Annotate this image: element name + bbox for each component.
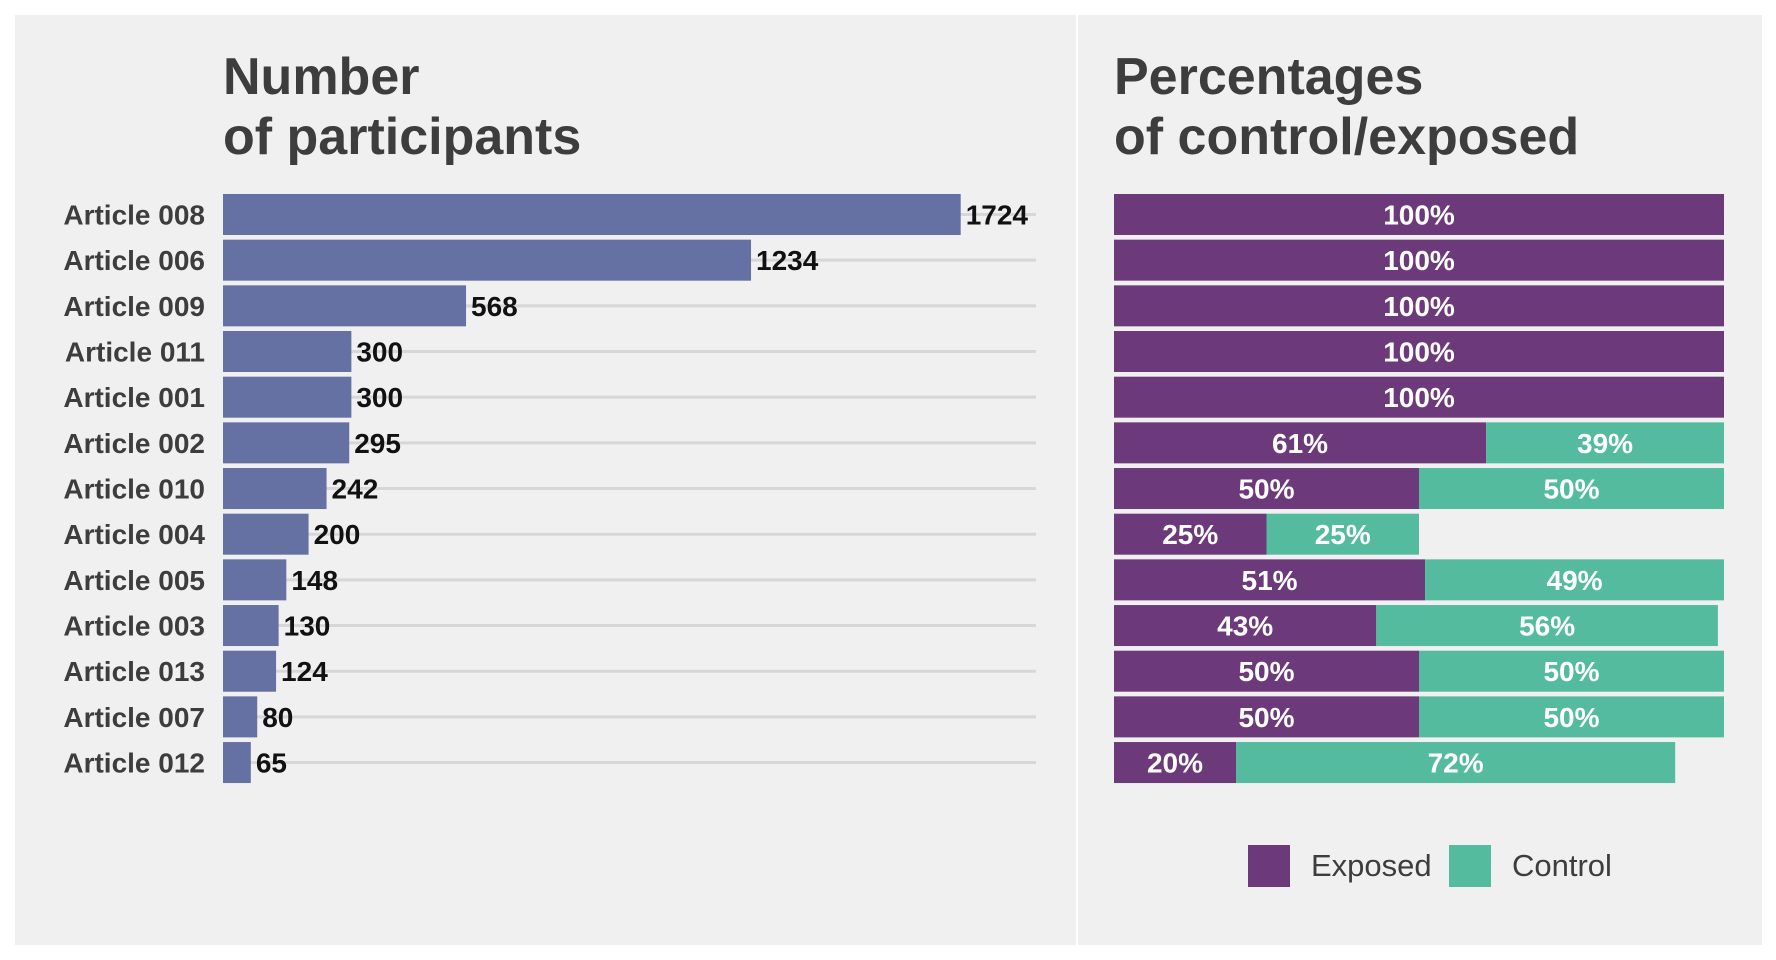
legend-swatch-control: [1449, 845, 1491, 887]
participants-value-article-001: 300: [356, 382, 403, 413]
category-label-article-011: Article 011: [65, 337, 205, 368]
category-label-article-010: Article 010: [63, 474, 205, 505]
participants-value-article-002: 295: [354, 428, 401, 459]
participants-value-labels: 1724 1234 568 300 300 295 242 200 148 130 124 80 65: [256, 200, 1029, 779]
control-bar-article-003: [1376, 605, 1718, 647]
exposed-percent-label-article-003: 43%: [1217, 611, 1273, 642]
control-percent-label-article-013: 50%: [1543, 656, 1599, 687]
exposed-percent-label-article-001: 100%: [1383, 382, 1455, 413]
participants-value-article-007: 80: [262, 702, 293, 733]
participants-value-article-010: 242: [332, 474, 379, 505]
participants-title-line-2: of participants: [223, 108, 581, 166]
percentages-title-line-2: of control/exposed: [1114, 108, 1579, 166]
participants-value-article-012: 65: [256, 748, 287, 779]
participants-bar-article-002: [223, 422, 350, 464]
control-percent-label-article-002: 39%: [1577, 428, 1633, 459]
control-percent-label-article-007: 50%: [1543, 702, 1599, 733]
participants-bar-article-009: [223, 285, 467, 327]
participants-chart-title: Number of participants: [223, 48, 581, 166]
participants-bar-article-004: [223, 513, 309, 555]
exposed-percent-label-article-013: 50%: [1238, 656, 1294, 687]
exposed-bar-article-013: [1114, 650, 1419, 692]
control-bar-article-004: [1266, 513, 1419, 555]
control-percent-label-article-010: 50%: [1543, 474, 1599, 505]
percentages-title-line-1: Percentages: [1114, 48, 1423, 106]
category-label-article-012: Article 012: [63, 748, 205, 779]
control-bar-article-002: [1486, 422, 1724, 464]
control-percent-label-article-005: 49%: [1547, 565, 1603, 596]
exposed-bar-article-007: [1114, 696, 1419, 738]
category-label-article-007: Article 007: [63, 702, 205, 733]
percentage-labels: 100% 100% 100% 100% 100% 61% 39% 50% 50% 25% 25% 51…: [1147, 200, 1633, 779]
control-percent-label-article-012: 72%: [1428, 748, 1484, 779]
participants-panel: [15, 15, 1076, 945]
participants-value-article-009: 568: [471, 291, 518, 322]
participants-bar-article-005: [223, 559, 287, 601]
category-label-article-002: Article 002: [63, 428, 205, 459]
category-label-article-003: Article 003: [63, 611, 205, 642]
exposed-percent-label-article-010: 50%: [1238, 474, 1294, 505]
exposed-bar-article-010: [1114, 468, 1419, 510]
exposed-bar-article-003: [1114, 605, 1377, 647]
participants-value-article-004: 200: [314, 519, 361, 550]
participants-bar-article-011: [223, 331, 352, 373]
exposed-percent-label-article-012: 20%: [1147, 748, 1203, 779]
category-label-article-001: Article 001: [63, 382, 205, 413]
exposed-percent-label-article-006: 100%: [1383, 245, 1455, 276]
exposed-bar-article-004: [1114, 513, 1267, 555]
control-bar-article-012: [1236, 742, 1676, 784]
exposed-percent-label-article-004: 25%: [1162, 519, 1218, 550]
participants-title-line-1: Number: [223, 48, 419, 106]
category-label-article-009: Article 009: [63, 291, 205, 322]
exposed-bar-article-005: [1114, 559, 1426, 601]
participants-bar-article-008: [223, 194, 961, 235]
participants-value-article-011: 300: [356, 337, 403, 368]
control-percent-label-article-004: 25%: [1315, 519, 1371, 550]
legend-label-exposed: Exposed: [1311, 848, 1432, 883]
control-bar-article-013: [1419, 650, 1724, 692]
exposed-percent-label-article-008: 100%: [1383, 200, 1455, 231]
exposed-bar-article-009: [1114, 285, 1724, 327]
participants-bar-article-001: [223, 376, 352, 418]
exposed-bar-article-002: [1114, 422, 1487, 464]
percentages-chart-title: Percentages of control/exposed: [1114, 48, 1579, 166]
participants-value-article-013: 124: [281, 656, 328, 687]
category-label-article-008: Article 008: [63, 200, 205, 231]
exposed-percent-label-article-011: 100%: [1383, 337, 1455, 368]
participants-bar-article-012: [223, 742, 251, 784]
control-bar-article-007: [1419, 696, 1724, 738]
participants-bars: [223, 194, 961, 784]
participants-value-article-003: 130: [284, 611, 331, 642]
category-label-article-005: Article 005: [63, 565, 205, 596]
exposed-percent-label-article-002: 61%: [1272, 428, 1328, 459]
participants-bar-article-013: [223, 650, 277, 692]
control-percent-label-article-003: 56%: [1519, 611, 1575, 642]
exposed-bar-article-012: [1114, 742, 1236, 784]
legend-swatch-exposed: [1248, 845, 1290, 887]
participants-value-article-006: 1234: [756, 245, 819, 276]
participants-bar-article-003: [223, 605, 279, 647]
legend: Exposed Control: [1248, 845, 1612, 887]
exposed-bar-article-001: [1114, 376, 1724, 418]
participants-bar-article-006: [223, 239, 752, 281]
category-label-article-006: Article 006: [63, 245, 205, 276]
participants-bar-article-010: [223, 468, 327, 510]
participants-value-article-008: 1724: [966, 200, 1029, 231]
control-bar-article-005: [1425, 559, 1724, 601]
exposed-percent-label-article-009: 100%: [1383, 291, 1455, 322]
percentage-bars: [1114, 194, 1724, 784]
legend-label-control: Control: [1512, 848, 1612, 883]
category-label-article-004: Article 004: [63, 519, 205, 550]
category-label-article-013: Article 013: [63, 656, 205, 687]
exposed-bar-article-006: [1114, 239, 1724, 281]
exposed-percent-label-article-007: 50%: [1238, 702, 1294, 733]
participants-bar-article-007: [223, 696, 258, 738]
exposed-percent-label-article-005: 51%: [1242, 565, 1298, 596]
exposed-bar-article-008: [1114, 194, 1724, 235]
exposed-bar-article-011: [1114, 331, 1724, 373]
participants-value-article-005: 148: [291, 565, 338, 596]
control-bar-article-010: [1419, 468, 1724, 510]
category-labels: Article 008 Article 006 Article 009 Article…: [63, 200, 205, 779]
